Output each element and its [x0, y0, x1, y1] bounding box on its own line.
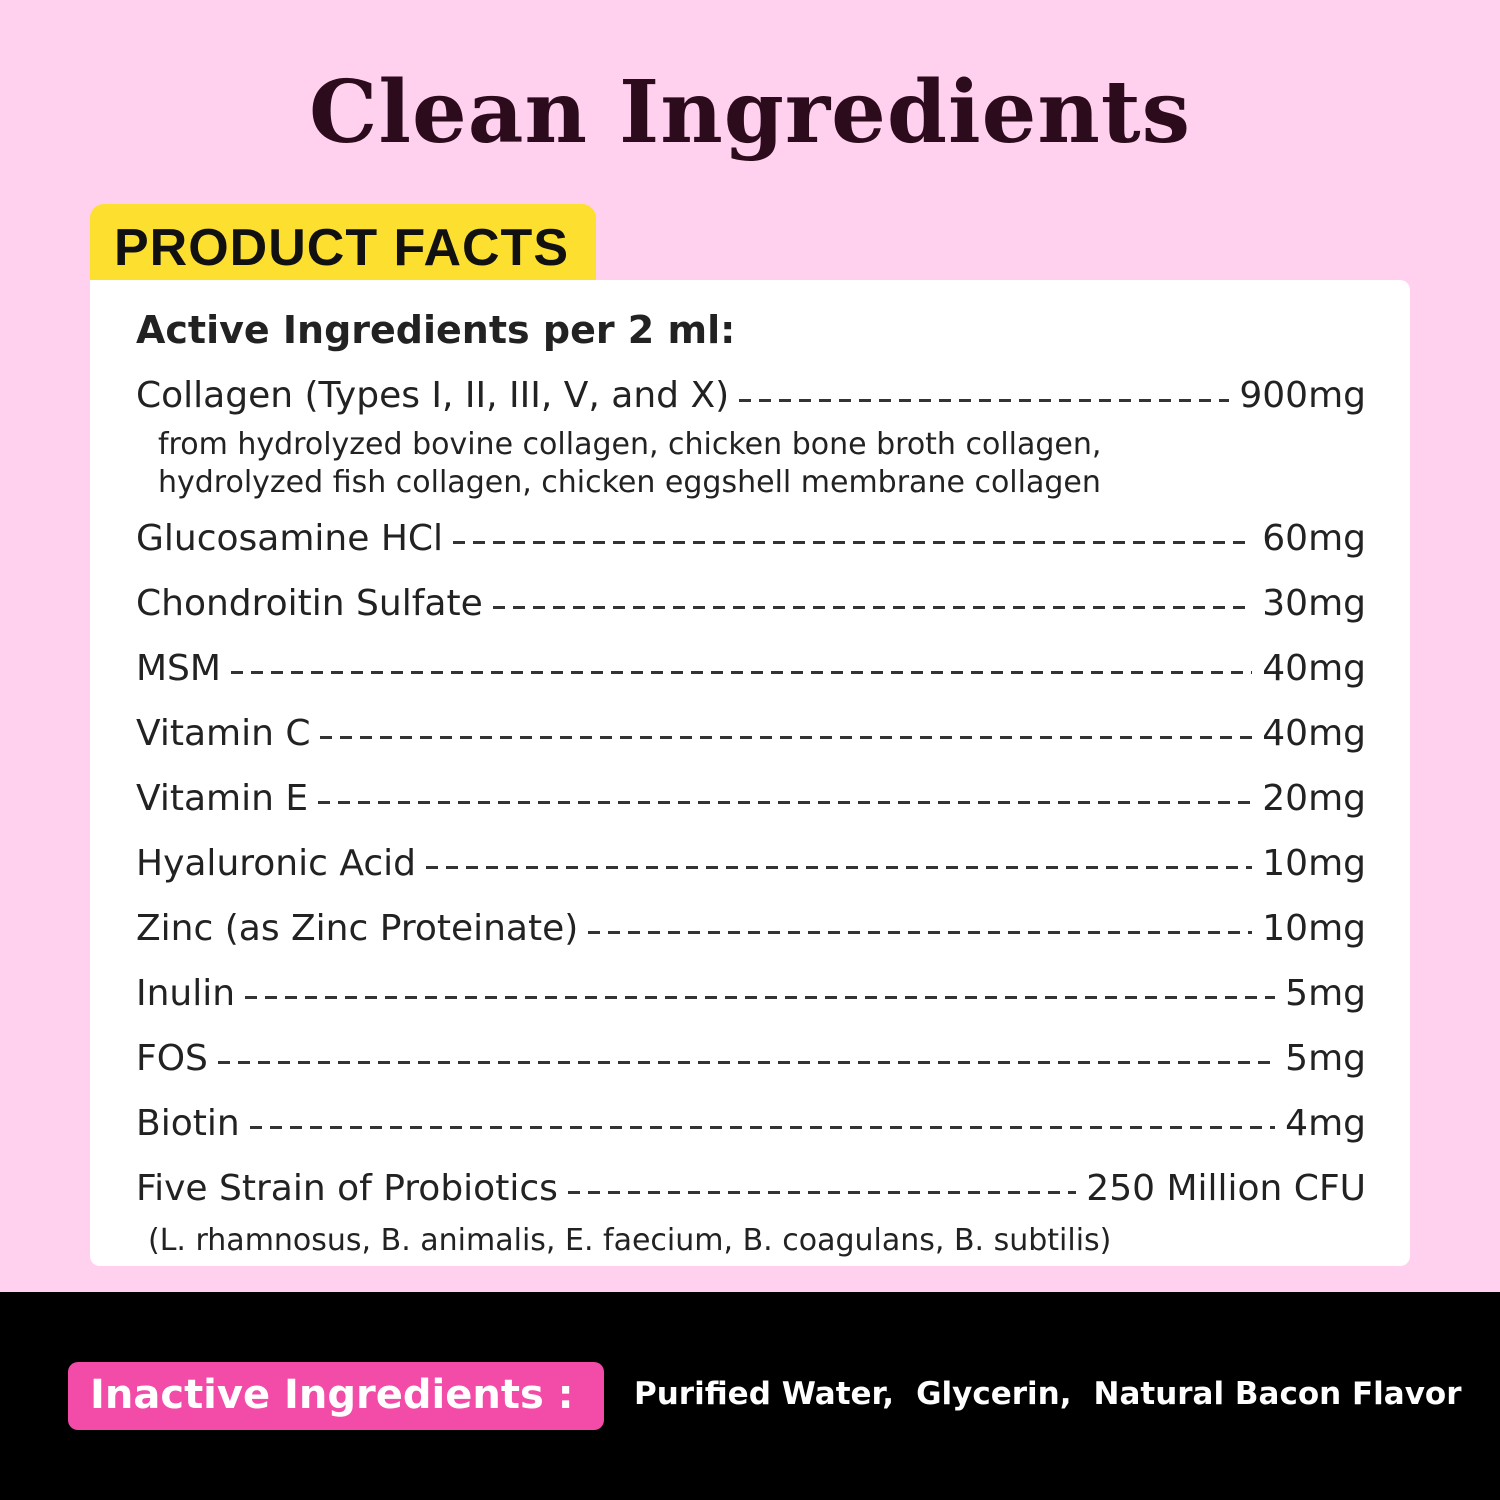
ingredient-detail: from hydrolyzed bovine collagen, chicken…: [158, 427, 1102, 462]
ingredient-amount: 900mg: [1239, 375, 1366, 416]
ingredient-name: Inulin: [136, 973, 236, 1014]
ingredient-name: MSM: [136, 648, 221, 689]
ingredient-amount: 4mg: [1285, 1103, 1366, 1144]
ingredient-name: Zinc (as Zinc Proteinate): [136, 908, 579, 949]
dashed-leader: [453, 541, 1253, 544]
ingredient-amount: 5mg: [1285, 973, 1366, 1014]
inactive-item: Natural Bacon Flavor: [1093, 1376, 1462, 1412]
ingredient-row: Chondroitin Sulfate 30mg: [136, 571, 1366, 636]
ingredient-amount: 5mg: [1285, 1038, 1366, 1079]
ingredient-row: Zinc (as Zinc Proteinate) 10mg: [136, 896, 1366, 961]
dashed-leader: [217, 1061, 1276, 1064]
ingredient-name: Biotin: [136, 1103, 240, 1144]
dashed-leader: [245, 996, 1276, 999]
dashed-leader: [318, 801, 1253, 804]
active-ingredients-heading: Active Ingredients per 2 ml:: [136, 308, 736, 352]
ingredient-name: FOS: [136, 1038, 208, 1079]
ingredient-amount: 20mg: [1262, 778, 1366, 819]
inactive-item: Glycerin,: [916, 1376, 1072, 1412]
ingredient-row: FOS 5mg: [136, 1026, 1366, 1091]
dashed-leader: [567, 1191, 1077, 1194]
dashed-leader: [425, 866, 1253, 869]
ingredient-row: Inulin 5mg: [136, 961, 1366, 1026]
ingredient-row: Five Strain of Probiotics 250 Million CFU: [136, 1156, 1366, 1221]
product-facts-card: Active Ingredients per 2 ml: Collagen (T…: [90, 280, 1410, 1266]
dashed-leader: [492, 606, 1253, 609]
ingredient-name: Glucosamine HCl: [136, 518, 444, 559]
inactive-ingredients-list: Purified Water, Glycerin, Natural Bacon …: [634, 1376, 1462, 1412]
ingredient-detail: hydrolyzed fish collagen, chicken eggshe…: [158, 465, 1101, 500]
dashed-leader: [320, 736, 1253, 739]
page-title: Clean Ingredients: [308, 62, 1192, 163]
ingredient-amount: 10mg: [1262, 843, 1366, 884]
ingredient-name: Collagen (Types I, II, III, V, and X): [136, 375, 730, 416]
ingredient-name: Five Strain of Probiotics: [136, 1168, 558, 1209]
ingredient-name: Vitamin C: [136, 713, 311, 754]
ingredient-amount: 60mg: [1262, 518, 1366, 559]
ingredient-row: Collagen (Types I, II, III, V, and X) 900…: [136, 366, 1366, 426]
ingredient-name: Hyaluronic Acid: [136, 843, 416, 884]
ingredient-row: Vitamin C 40mg: [136, 701, 1366, 766]
dashed-leader: [739, 398, 1230, 402]
ingredient-name: Chondroitin Sulfate: [136, 583, 483, 624]
ingredient-row: Hyaluronic Acid 10mg: [136, 831, 1366, 896]
dashed-leader: [588, 931, 1253, 934]
ingredient-row: Biotin 4mg: [136, 1091, 1366, 1156]
ingredient-row: Glucosamine HCl 60mg: [136, 506, 1366, 571]
product-facts-tab: PRODUCT FACTS: [90, 204, 596, 284]
ingredient-amount: 10mg: [1262, 908, 1366, 949]
dashed-leader: [249, 1126, 1276, 1129]
ingredient-name: Vitamin E: [136, 778, 309, 819]
inactive-item: Purified Water,: [634, 1376, 895, 1412]
dashed-leader: [230, 671, 1253, 674]
ingredient-row: MSM 40mg: [136, 636, 1366, 701]
inactive-ingredients-label: Inactive Ingredients :: [68, 1362, 604, 1430]
ingredient-amount: 250 Million CFU: [1086, 1168, 1366, 1209]
ingredient-amount: 30mg: [1262, 583, 1366, 624]
ingredient-list: Collagen (Types I, II, III, V, and X) 900…: [136, 366, 1366, 1261]
ingredient-amount: 40mg: [1262, 713, 1366, 754]
ingredient-detail: (L. rhamnosus, B. animalis, E. faecium, …: [148, 1223, 1112, 1258]
ingredient-amount: 40mg: [1262, 648, 1366, 689]
ingredient-row: Vitamin E 20mg: [136, 766, 1366, 831]
